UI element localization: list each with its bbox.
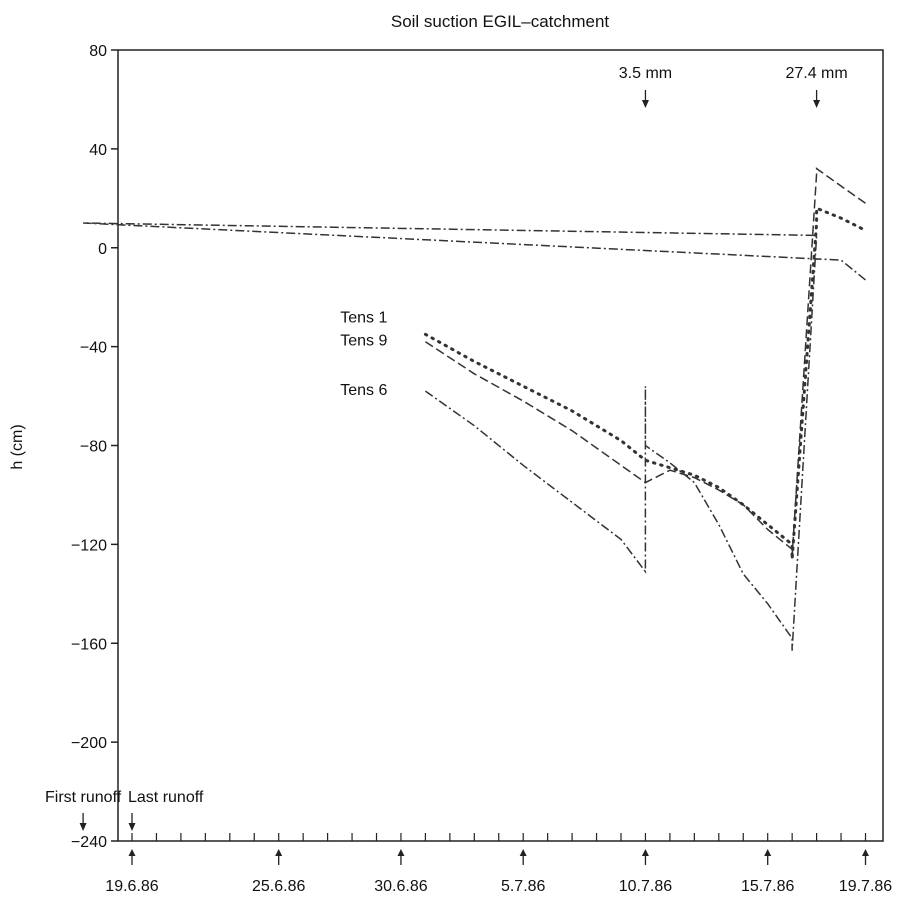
x-tick-label: 25.6.86 — [252, 878, 305, 895]
x-tick-arrowhead — [862, 849, 869, 856]
series-line-3 — [83, 222, 866, 651]
x-tick-arrowhead — [128, 849, 136, 856]
series-label: Tens 1 — [340, 309, 387, 326]
x-tick-arrowhead — [764, 849, 772, 856]
y-tick-label: 40 — [89, 142, 107, 159]
series-line-1 — [423, 205, 867, 560]
x-tick-arrowhead — [275, 849, 283, 856]
y-tick-label: −120 — [71, 537, 107, 554]
y-tick-label: −160 — [71, 636, 107, 653]
x-tick-label: 30.6.86 — [374, 878, 427, 895]
rain-label: 27.4 mm — [785, 65, 847, 82]
rain-arrowhead — [813, 100, 821, 108]
y-axis-label: h (cm) — [9, 424, 26, 469]
rain-arrowhead — [641, 100, 649, 108]
plot-frame — [117, 49, 884, 842]
series-line-2 — [424, 167, 866, 557]
x-tick-label: 5.7.86 — [501, 878, 546, 895]
y-tick-label: −80 — [80, 439, 107, 456]
y-tick-label: −240 — [71, 834, 107, 851]
rain-label: 3.5 mm — [619, 65, 672, 82]
runoff-arrowhead — [128, 823, 136, 831]
series-labels: Tens 1 Tens 9 Tens 6 — [340, 309, 387, 399]
x-axis: 19.6.86 25.6.86 30.6.86 5.7.86 10.7.86 15.7.8… — [105, 833, 892, 895]
x-tick-arrowhead — [641, 849, 649, 856]
series-label: Tens 9 — [340, 333, 387, 350]
x-tick-arrowhead — [519, 849, 527, 856]
x-tick-label: 10.7.86 — [619, 878, 672, 895]
x-tick-label: 15.7.86 — [741, 878, 794, 895]
x-tick-arrowhead — [397, 849, 405, 856]
y-tick-label: −200 — [71, 735, 107, 752]
y-tick-label: −40 — [80, 340, 107, 357]
series-label: Tens 6 — [340, 382, 387, 399]
y-axis: 80 40 0 −40 −80 −120 −160 −200 −240 — [71, 43, 118, 851]
runoff-label: Last runoff — [128, 789, 204, 806]
runoff-label: First runoff — [45, 789, 122, 806]
chart-title: Soil suction EGIL–catchment — [391, 12, 610, 31]
x-tick-label: 19.7.86 — [839, 878, 892, 895]
annotations: 3.5 mm 27.4 mm Last runoff First runoff — [45, 65, 848, 831]
x-tick-label: 19.6.86 — [105, 878, 158, 895]
series-group — [83, 167, 867, 651]
y-tick-label: 0 — [98, 241, 107, 258]
y-tick-label: 80 — [89, 43, 107, 60]
runoff-arrowhead — [79, 823, 87, 831]
